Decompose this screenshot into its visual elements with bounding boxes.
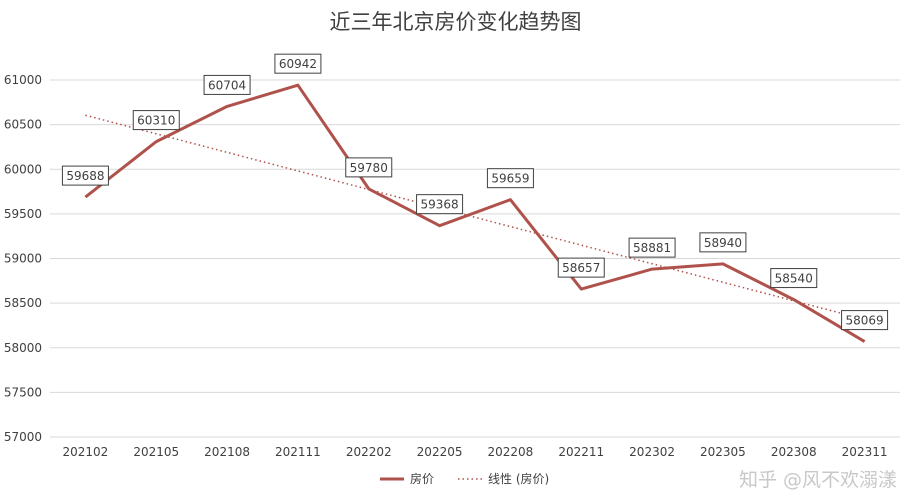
legend-series-label: 房价: [410, 471, 434, 486]
x-tick-label: 202305: [700, 445, 746, 459]
y-tick-label: 57500: [4, 385, 42, 399]
y-tick-label: 61000: [4, 73, 42, 87]
data-label: 60704: [208, 78, 246, 92]
x-tick-label: 202208: [488, 445, 534, 459]
data-label: 60310: [137, 114, 175, 128]
x-tick-label: 202205: [417, 445, 463, 459]
y-tick-label: 58500: [4, 296, 42, 310]
x-tick-label: 202308: [771, 445, 817, 459]
chart-title: 近三年北京房价变化趋势图: [329, 10, 582, 34]
data-label-box: [841, 310, 889, 331]
data-label: 59688: [66, 169, 104, 183]
data-label-box: [557, 257, 605, 278]
data-label: 58540: [775, 272, 813, 286]
x-tick-label: 202108: [204, 445, 250, 459]
x-tick-label: 202211: [558, 445, 604, 459]
x-tick-label: 202202: [346, 445, 392, 459]
series-line: [84, 83, 866, 343]
data-label-box: [628, 237, 676, 258]
data-label: 58657: [562, 261, 600, 275]
y-tick-label: 60000: [4, 162, 42, 176]
watermark: 知乎 @风不欢溺漾: [738, 469, 897, 491]
x-tick-label: 202302: [629, 445, 675, 459]
data-label-box: [274, 53, 322, 74]
y-tick-label: 59500: [4, 207, 42, 221]
y-tick-label: 60500: [4, 118, 42, 132]
data-label-box: [61, 165, 109, 186]
y-tick-label: 57000: [4, 430, 42, 444]
x-tick-label: 202311: [842, 445, 888, 459]
y-tick-label: 58000: [4, 341, 42, 355]
trendline: [85, 114, 865, 321]
x-tick-label: 202111: [275, 445, 321, 459]
data-label-box: [203, 74, 251, 95]
data-label: 59780: [350, 161, 388, 175]
data-label: 58069: [845, 314, 883, 328]
data-label: 59659: [491, 172, 529, 186]
x-tick-label: 202105: [133, 445, 179, 459]
x-tick-label: 202102: [63, 445, 109, 459]
data-label: 58940: [704, 236, 742, 250]
legend-trendline-label: 线性 (房价): [488, 471, 549, 486]
data-label-box: [699, 232, 747, 253]
data-label-box: [132, 110, 180, 131]
data-label-box: [486, 168, 534, 189]
data-label-box: [345, 157, 393, 178]
data-label: 58881: [633, 241, 671, 255]
y-tick-label: 59000: [4, 252, 42, 266]
data-label-box: [416, 194, 464, 215]
data-label-box: [770, 268, 818, 289]
data-label: 60942: [279, 57, 317, 71]
data-label: 59368: [420, 198, 458, 212]
